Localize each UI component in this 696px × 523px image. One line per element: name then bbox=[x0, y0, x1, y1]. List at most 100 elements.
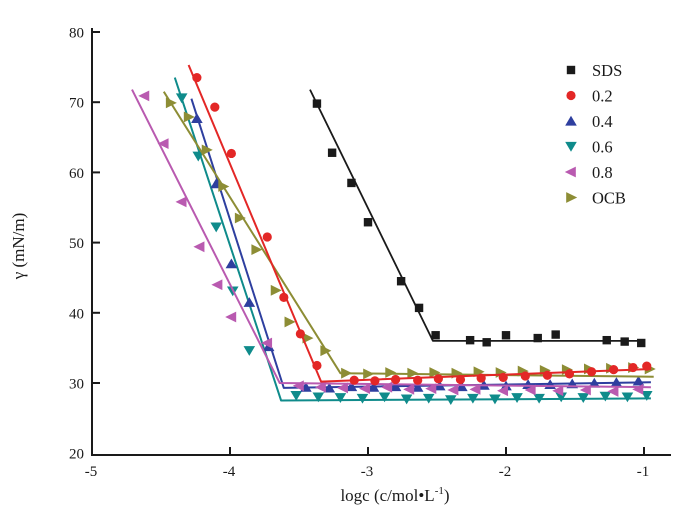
series-0.6-marker bbox=[210, 222, 222, 233]
legend-item-OCB: OCB bbox=[566, 188, 626, 207]
series-SDS-marker bbox=[396, 277, 406, 286]
legend-label: SDS bbox=[592, 61, 622, 80]
series-0.2-trendline bbox=[187, 64, 651, 383]
series-0.8-marker bbox=[403, 383, 415, 395]
y-tick-label: 30 bbox=[69, 377, 84, 393]
series-0.8-marker bbox=[632, 383, 644, 395]
legend-triangle-up-icon bbox=[565, 115, 577, 126]
series-0.4-marker bbox=[632, 375, 645, 386]
series-0.2-marker bbox=[498, 372, 508, 382]
series-OCB-marker bbox=[234, 212, 246, 224]
legend-item-0.4: 0.4 bbox=[565, 112, 613, 131]
series-0.6-marker bbox=[577, 393, 590, 403]
series-0.2-marker bbox=[279, 292, 289, 302]
series-0.4-marker bbox=[243, 297, 256, 307]
series-0.8-marker bbox=[447, 384, 459, 396]
series-SDS-marker bbox=[533, 333, 542, 343]
series-0.6-marker bbox=[312, 392, 325, 403]
series-0.2-marker bbox=[520, 371, 530, 381]
series-SDS bbox=[309, 89, 646, 348]
series-OCB-marker bbox=[218, 181, 230, 192]
series-0.8-marker bbox=[292, 380, 304, 392]
series-0.8-marker bbox=[175, 196, 187, 208]
series-0.6-marker bbox=[640, 391, 653, 401]
legend-item-0.6: 0.6 bbox=[565, 137, 613, 156]
series-0.4-marker bbox=[191, 113, 203, 123]
series-0.6-marker bbox=[378, 392, 391, 403]
series-0.2-marker bbox=[433, 374, 443, 384]
series-0.2-marker bbox=[370, 376, 380, 386]
series-0.8-trendline bbox=[131, 89, 651, 389]
series-OCB-marker bbox=[473, 366, 485, 378]
series-SDS-marker bbox=[602, 335, 611, 345]
series-0.2-marker bbox=[312, 360, 322, 371]
series-0.2-marker bbox=[642, 361, 652, 371]
series-0.8-marker bbox=[193, 241, 205, 253]
series-0.8-marker bbox=[552, 385, 564, 397]
series-0.6-marker bbox=[175, 93, 188, 104]
series-0.4-marker bbox=[456, 381, 468, 392]
series-0.2-marker bbox=[476, 373, 486, 383]
legend-item-0.8: 0.8 bbox=[564, 163, 613, 182]
legend-triangle-right-icon bbox=[566, 192, 578, 203]
series-0.8-marker bbox=[336, 382, 348, 394]
x-axis-label: logc (c/mol•L-1) bbox=[340, 485, 449, 505]
legend-triangle-down-icon bbox=[565, 141, 577, 152]
series-0.4-marker bbox=[323, 382, 336, 393]
y-axis-label: γ (mN/m) bbox=[9, 213, 28, 281]
series-0.4-marker bbox=[345, 381, 358, 392]
series-SDS-marker bbox=[414, 303, 424, 313]
series-SDS-marker bbox=[620, 337, 629, 346]
legend-label: 0.6 bbox=[592, 137, 613, 156]
series-OCB-marker bbox=[385, 367, 397, 378]
series-OCB-marker bbox=[201, 144, 213, 156]
series-OCB-marker bbox=[429, 367, 441, 378]
series-0.6-marker bbox=[243, 346, 256, 356]
circle-icon bbox=[566, 90, 576, 101]
series-0.8-marker bbox=[607, 386, 619, 397]
square-icon bbox=[566, 65, 576, 75]
series-0.8 bbox=[131, 89, 651, 397]
series-0.2-marker bbox=[455, 374, 466, 385]
series-0.6-marker bbox=[533, 393, 545, 404]
series-0.2 bbox=[187, 64, 652, 386]
series-0.6-marker bbox=[400, 394, 413, 405]
series-SDS-marker bbox=[327, 148, 337, 157]
series-0.4-marker bbox=[610, 377, 623, 387]
y-tick-label: 60 bbox=[69, 166, 84, 182]
legend-triangle-left-icon bbox=[564, 166, 576, 178]
series-SDS-trendline bbox=[309, 89, 644, 342]
y-tick-label: 20 bbox=[69, 447, 84, 463]
series-0.6-marker bbox=[467, 393, 479, 404]
series-0.4 bbox=[190, 98, 651, 393]
series-SDS-marker bbox=[501, 331, 511, 340]
series-0.2-marker bbox=[628, 362, 638, 373]
series-OCB-marker bbox=[363, 368, 375, 380]
series-0.2-marker bbox=[210, 102, 220, 112]
legend-label: 0.8 bbox=[592, 163, 613, 182]
series-0.2-marker bbox=[542, 370, 553, 380]
series-SDS-marker bbox=[347, 178, 356, 188]
series-0.6-marker bbox=[445, 395, 457, 406]
series-0.8-marker bbox=[261, 337, 273, 349]
series-OCB-marker bbox=[407, 367, 419, 379]
series-0.2-marker bbox=[192, 73, 202, 83]
series-0.4-marker bbox=[367, 382, 380, 392]
series-0.8-marker bbox=[138, 90, 150, 102]
series-0.6-marker bbox=[621, 392, 634, 403]
series-0.6-marker bbox=[356, 393, 369, 404]
series-0.8-marker bbox=[579, 384, 591, 396]
series-0.6-trendline bbox=[173, 77, 651, 402]
series-0.4-marker bbox=[411, 382, 424, 392]
legend-label: 0.2 bbox=[592, 86, 613, 105]
series-0.6-marker bbox=[599, 391, 612, 402]
series-SDS-marker bbox=[312, 99, 322, 108]
legend: SDS 0.2 0.4 0.6 0.8 OCB bbox=[564, 61, 626, 207]
series-0.8-marker bbox=[157, 138, 169, 150]
y-tick-label: 80 bbox=[69, 26, 84, 42]
series-0.6-marker bbox=[489, 394, 501, 405]
series-0.2-marker bbox=[564, 369, 575, 379]
series-0.2-marker bbox=[226, 148, 236, 159]
series-0.8-marker bbox=[425, 383, 437, 395]
